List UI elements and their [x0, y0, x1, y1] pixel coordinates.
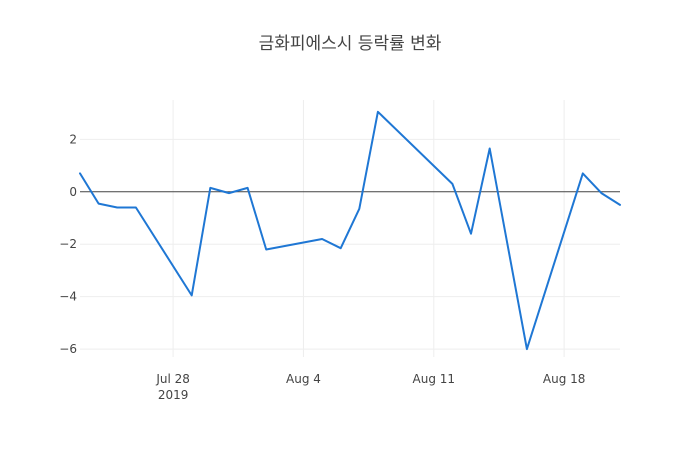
x-tick-sublabel: 2019 — [158, 388, 189, 402]
y-tick-label: −4 — [59, 290, 77, 304]
series-line — [79, 110, 621, 351]
y-tick-label: −6 — [59, 342, 77, 356]
axis-layer: Jul 28 2019 Aug 4 Aug 11 Aug 18 2 0 −2 −4 −6 — [59, 132, 585, 402]
grid-layer — [80, 100, 620, 357]
y-tick-label: 2 — [69, 132, 77, 146]
y-tick-label: 0 — [69, 185, 77, 199]
x-tick-label: Aug 4 — [286, 372, 321, 386]
series-layer — [79, 110, 621, 351]
x-tick-label: Jul 28 — [155, 372, 190, 386]
x-tick-label: Aug 18 — [543, 372, 586, 386]
y-tick-label: −2 — [59, 237, 77, 251]
x-tick-label: Aug 11 — [413, 372, 456, 386]
chart-title: 금화피에스시 등락률 변화 — [259, 34, 442, 54]
